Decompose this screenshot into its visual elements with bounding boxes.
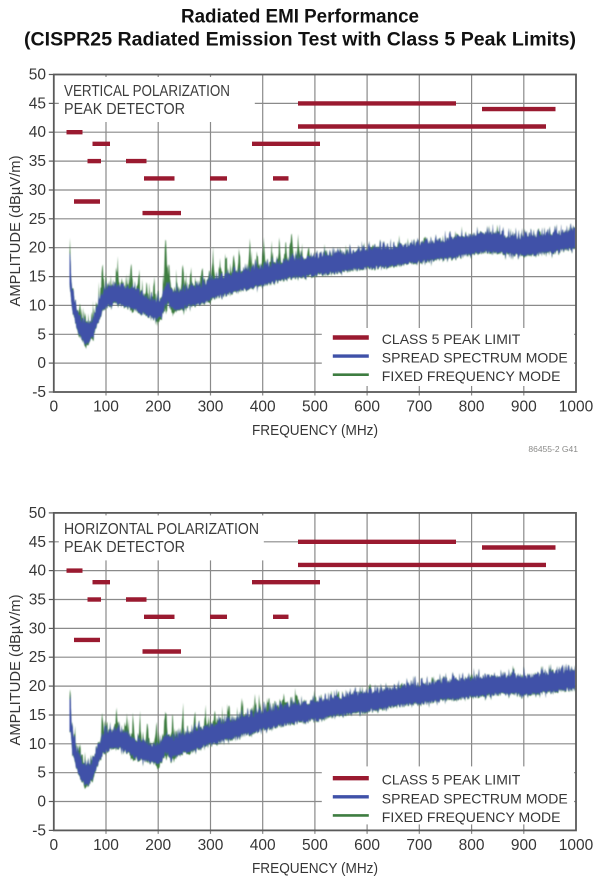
svg-text:PEAK DETECTOR: PEAK DETECTOR (64, 101, 185, 118)
svg-text:0: 0 (37, 355, 46, 372)
svg-text:CLASS 5 PEAK LIMIT: CLASS 5 PEAK LIMIT (382, 331, 521, 347)
svg-text:800: 800 (459, 399, 485, 416)
svg-text:-5: -5 (32, 822, 46, 839)
svg-text:600: 600 (354, 837, 380, 854)
svg-text:0: 0 (37, 794, 46, 811)
svg-text:20: 20 (29, 678, 47, 695)
svg-text:500: 500 (302, 837, 328, 854)
svg-text:100: 100 (93, 399, 119, 416)
svg-text:700: 700 (406, 399, 432, 416)
svg-text:15: 15 (29, 707, 46, 724)
svg-text:200: 200 (145, 399, 171, 416)
svg-text:FREQUENCY (MHz): FREQUENCY (MHz) (252, 422, 378, 439)
svg-text:600: 600 (354, 399, 380, 416)
svg-text:45: 45 (29, 95, 46, 112)
svg-text:300: 300 (198, 837, 224, 854)
svg-text:-5: -5 (32, 384, 46, 401)
svg-text:15: 15 (29, 269, 46, 286)
svg-text:400: 400 (250, 399, 276, 416)
svg-text:300: 300 (198, 399, 224, 416)
svg-text:50: 50 (29, 505, 47, 522)
svg-text:86455-2 G41: 86455-2 G41 (528, 444, 578, 454)
svg-text:5: 5 (37, 765, 46, 782)
svg-text:FIXED FREQUENCY MODE: FIXED FREQUENCY MODE (382, 809, 561, 825)
svg-text:0: 0 (49, 837, 58, 854)
svg-text:HORIZONTAL POLARIZATION: HORIZONTAL POLARIZATION (64, 521, 259, 538)
svg-text:1000: 1000 (559, 399, 594, 416)
svg-text:20: 20 (29, 240, 47, 257)
svg-text:35: 35 (29, 592, 46, 609)
svg-text:40: 40 (29, 124, 47, 141)
svg-text:45: 45 (29, 534, 46, 551)
svg-text:AMPLITUDE (dBµV/m): AMPLITUDE (dBµV/m) (7, 156, 24, 307)
svg-text:SPREAD SPECTRUM MODE: SPREAD SPECTRUM MODE (382, 350, 568, 366)
svg-text:10: 10 (29, 297, 47, 314)
svg-text:Radiated EMI Performance: Radiated EMI Performance (181, 6, 419, 28)
svg-text:AMPLITUDE (dBµV/m): AMPLITUDE (dBµV/m) (7, 595, 24, 746)
svg-text:CLASS 5 PEAK LIMIT: CLASS 5 PEAK LIMIT (382, 772, 521, 788)
svg-text:5: 5 (37, 326, 46, 343)
svg-text:50: 50 (29, 67, 47, 84)
svg-text:VERTICAL POLARIZATION: VERTICAL POLARIZATION (64, 83, 230, 100)
svg-text:700: 700 (406, 837, 432, 854)
svg-text:25: 25 (29, 649, 46, 666)
svg-text:SPREAD SPECTRUM MODE: SPREAD SPECTRUM MODE (382, 790, 568, 806)
svg-text:FREQUENCY (MHz): FREQUENCY (MHz) (252, 860, 378, 877)
svg-text:200: 200 (145, 837, 171, 854)
svg-text:800: 800 (459, 837, 485, 854)
svg-text:35: 35 (29, 153, 46, 170)
svg-text:400: 400 (250, 837, 276, 854)
svg-text:(CISPR25 Radiated Emission Tes: (CISPR25 Radiated Emission Test with Cla… (24, 29, 576, 51)
svg-text:30: 30 (29, 182, 47, 199)
svg-text:1000: 1000 (559, 837, 594, 854)
svg-text:10: 10 (29, 736, 47, 753)
svg-text:500: 500 (302, 399, 328, 416)
svg-text:900: 900 (511, 837, 537, 854)
svg-text:100: 100 (93, 837, 119, 854)
svg-text:PEAK DETECTOR: PEAK DETECTOR (64, 539, 185, 556)
svg-text:30: 30 (29, 620, 47, 637)
svg-text:0: 0 (49, 399, 58, 416)
svg-text:FIXED FREQUENCY MODE: FIXED FREQUENCY MODE (382, 368, 561, 384)
svg-text:25: 25 (29, 211, 46, 228)
svg-text:40: 40 (29, 563, 47, 580)
svg-text:900: 900 (511, 399, 537, 416)
